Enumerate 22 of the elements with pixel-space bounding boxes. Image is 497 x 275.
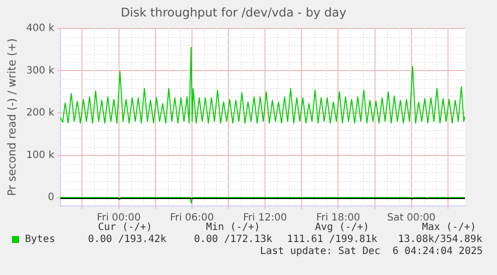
text: 111.61 /199.81k [287, 234, 378, 246]
text: 13.08k/354.89k [398, 234, 482, 246]
text: 0.00 /172.13k [194, 234, 272, 246]
x-tick-label: Sat 00:00 [387, 212, 436, 224]
y-axis-title: Pr second read (-) / write (+) [5, 38, 18, 196]
y-tick-label: 0 [48, 192, 54, 204]
y-tick-label: 300 k [26, 65, 54, 76]
y-tick-label: 100 k [26, 150, 54, 161]
text: Cur (-/+) [98, 222, 152, 234]
y-tick-label: 200 k [26, 108, 54, 119]
text: Max (-/+) [422, 222, 476, 234]
text: Min (-/+) [206, 222, 260, 234]
x-tick-label: Fri 00:00 [96, 212, 141, 224]
x-tick-label: Fri 06:00 [170, 212, 214, 224]
y-tick-label: 400 k [26, 22, 54, 34]
chart-title: Disk throughput for /dev/vda - by day [120, 5, 346, 20]
text: 0.00 /193.42k [88, 234, 166, 246]
legend-label: Bytes [25, 234, 56, 245]
text: Avg (-/+) [315, 222, 370, 234]
text: Last update: Sat Dec 6 04:24:04 2025 [260, 246, 483, 258]
x-tick-label: Fri 18:00 [316, 212, 360, 224]
x-tick-label: Fri 12:00 [243, 212, 288, 224]
